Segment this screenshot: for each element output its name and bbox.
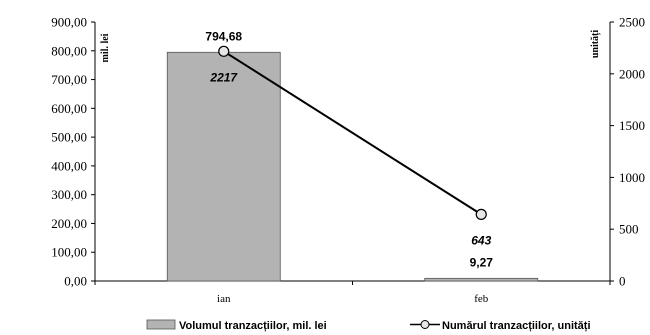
line-point [218, 45, 230, 57]
right-axis-label: unități [590, 30, 601, 59]
left-axis-tick-label: 200,00 [51, 216, 87, 231]
legend: Volumul tranzacțiilor, mil. lei Numărul … [146, 319, 591, 332]
line-series [218, 45, 487, 220]
line-value-label: 643 [471, 233, 491, 247]
x-axis-category-label: feb [474, 293, 489, 305]
right-axis-tick-label: 1500 [619, 118, 645, 133]
right-axis-tick-label: 0 [619, 274, 626, 289]
left-axis-tick-label: 800,00 [51, 43, 87, 58]
left-axis-tick-label: 0,00 [64, 274, 87, 289]
right-axis-tick-label: 500 [619, 222, 639, 237]
left-axis-tick-label: 600,00 [51, 101, 87, 116]
left-axis-tick-label: 400,00 [51, 158, 87, 173]
right-axis-tick-label: 2000 [619, 66, 645, 81]
left-axis-tick-label: 500,00 [51, 130, 87, 145]
left-axis-tick-label: 700,00 [51, 72, 87, 87]
left-axis-tick-label: 100,00 [51, 245, 87, 260]
left-axis-tick-label: 300,00 [51, 187, 87, 202]
data-labels: 794,68 9,27 2217 643 [205, 29, 493, 269]
legend-line-marker [420, 320, 430, 329]
right-axis-tick-label: 1000 [619, 170, 645, 185]
x-axis-ticks: ian feb [94, 281, 611, 305]
right-axis-tick-label: 2500 [619, 15, 645, 30]
bar-value-label: 9,27 [470, 255, 494, 269]
line-point [475, 208, 487, 220]
bar-value-label: 794,68 [205, 29, 242, 43]
legend-bar-swatch [146, 319, 176, 330]
right-axis-ticks: 0 500 1000 1500 2000 2500 [610, 15, 645, 289]
x-axis-category-label: ian [217, 293, 231, 305]
bar-series [166, 51, 539, 282]
line-value-label: 2217 [209, 70, 238, 84]
left-axis-label: mil. lei [100, 33, 111, 62]
left-axis-tick-label: 900,00 [51, 15, 87, 30]
series-line [223, 50, 482, 216]
legend-line-label: Numărul tranzacțiilor, unități [442, 320, 591, 332]
bar [166, 51, 281, 282]
left-axis-ticks: 0,00 100,00 200,00 300,00 400,00 500,00 600,00… [51, 15, 95, 289]
legend-bar-label: Volumul tranzacțiilor, mil. lei [179, 320, 327, 332]
bar [424, 277, 539, 282]
